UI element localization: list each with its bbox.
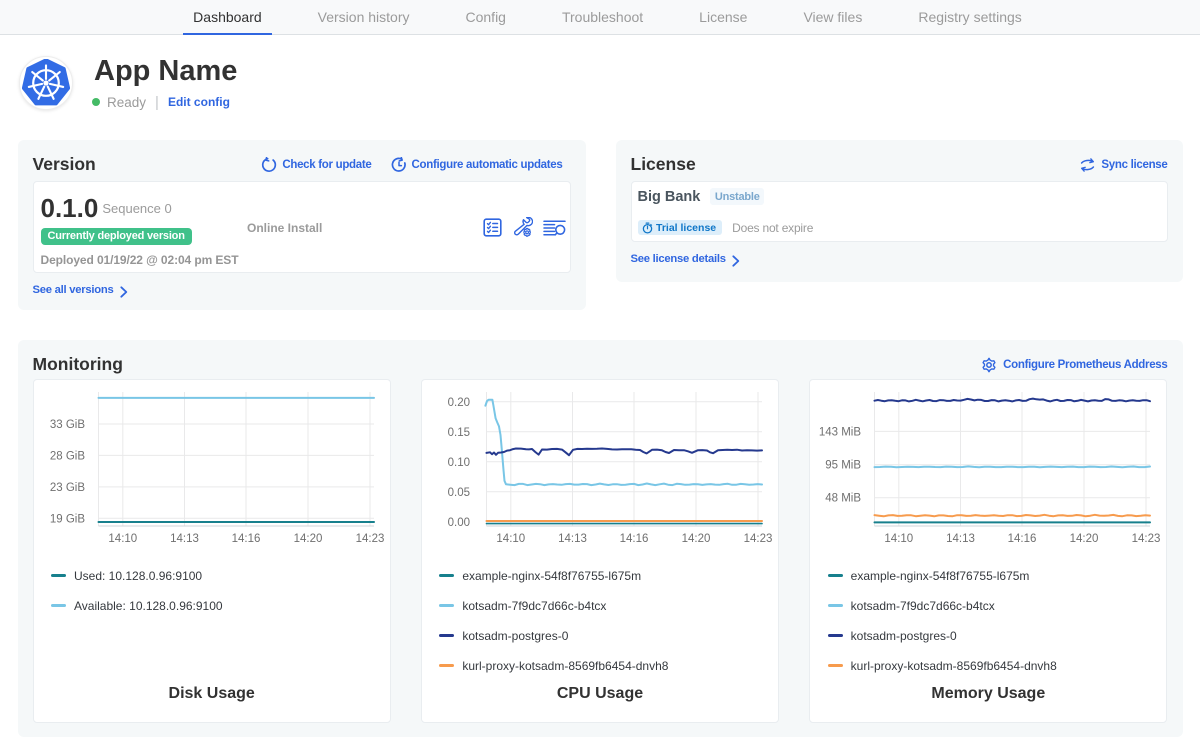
svg-text:28 GiB: 28 GiB <box>49 450 84 462</box>
svg-text:23 GiB: 23 GiB <box>49 482 84 494</box>
svg-text:14:23: 14:23 <box>355 533 384 545</box>
svg-text:0.20: 0.20 <box>447 397 469 409</box>
svg-text:14:16: 14:16 <box>231 533 260 545</box>
svg-text:14:23: 14:23 <box>743 533 772 545</box>
svg-text:14:20: 14:20 <box>293 533 322 545</box>
svg-text:0.15: 0.15 <box>447 427 469 439</box>
svg-text:0.00: 0.00 <box>447 517 469 529</box>
svg-text:95 MiB: 95 MiB <box>825 460 861 472</box>
svg-text:14:10: 14:10 <box>496 533 525 545</box>
svg-text:14:10: 14:10 <box>108 533 137 545</box>
svg-text:14:20: 14:20 <box>1070 533 1099 545</box>
svg-text:0.05: 0.05 <box>447 487 469 499</box>
svg-text:14:13: 14:13 <box>170 533 199 545</box>
svg-text:14:16: 14:16 <box>1008 533 1037 545</box>
svg-text:14:13: 14:13 <box>946 533 975 545</box>
svg-text:143 MiB: 143 MiB <box>819 426 862 438</box>
svg-text:0.10: 0.10 <box>447 457 469 469</box>
svg-text:14:23: 14:23 <box>1132 533 1161 545</box>
svg-text:14:20: 14:20 <box>681 533 710 545</box>
svg-text:14:10: 14:10 <box>885 533 914 545</box>
svg-text:14:16: 14:16 <box>619 533 648 545</box>
svg-text:19 GiB: 19 GiB <box>49 513 84 525</box>
svg-text:14:13: 14:13 <box>558 533 587 545</box>
svg-text:48 MiB: 48 MiB <box>825 493 861 505</box>
svg-text:33 GiB: 33 GiB <box>49 419 84 431</box>
